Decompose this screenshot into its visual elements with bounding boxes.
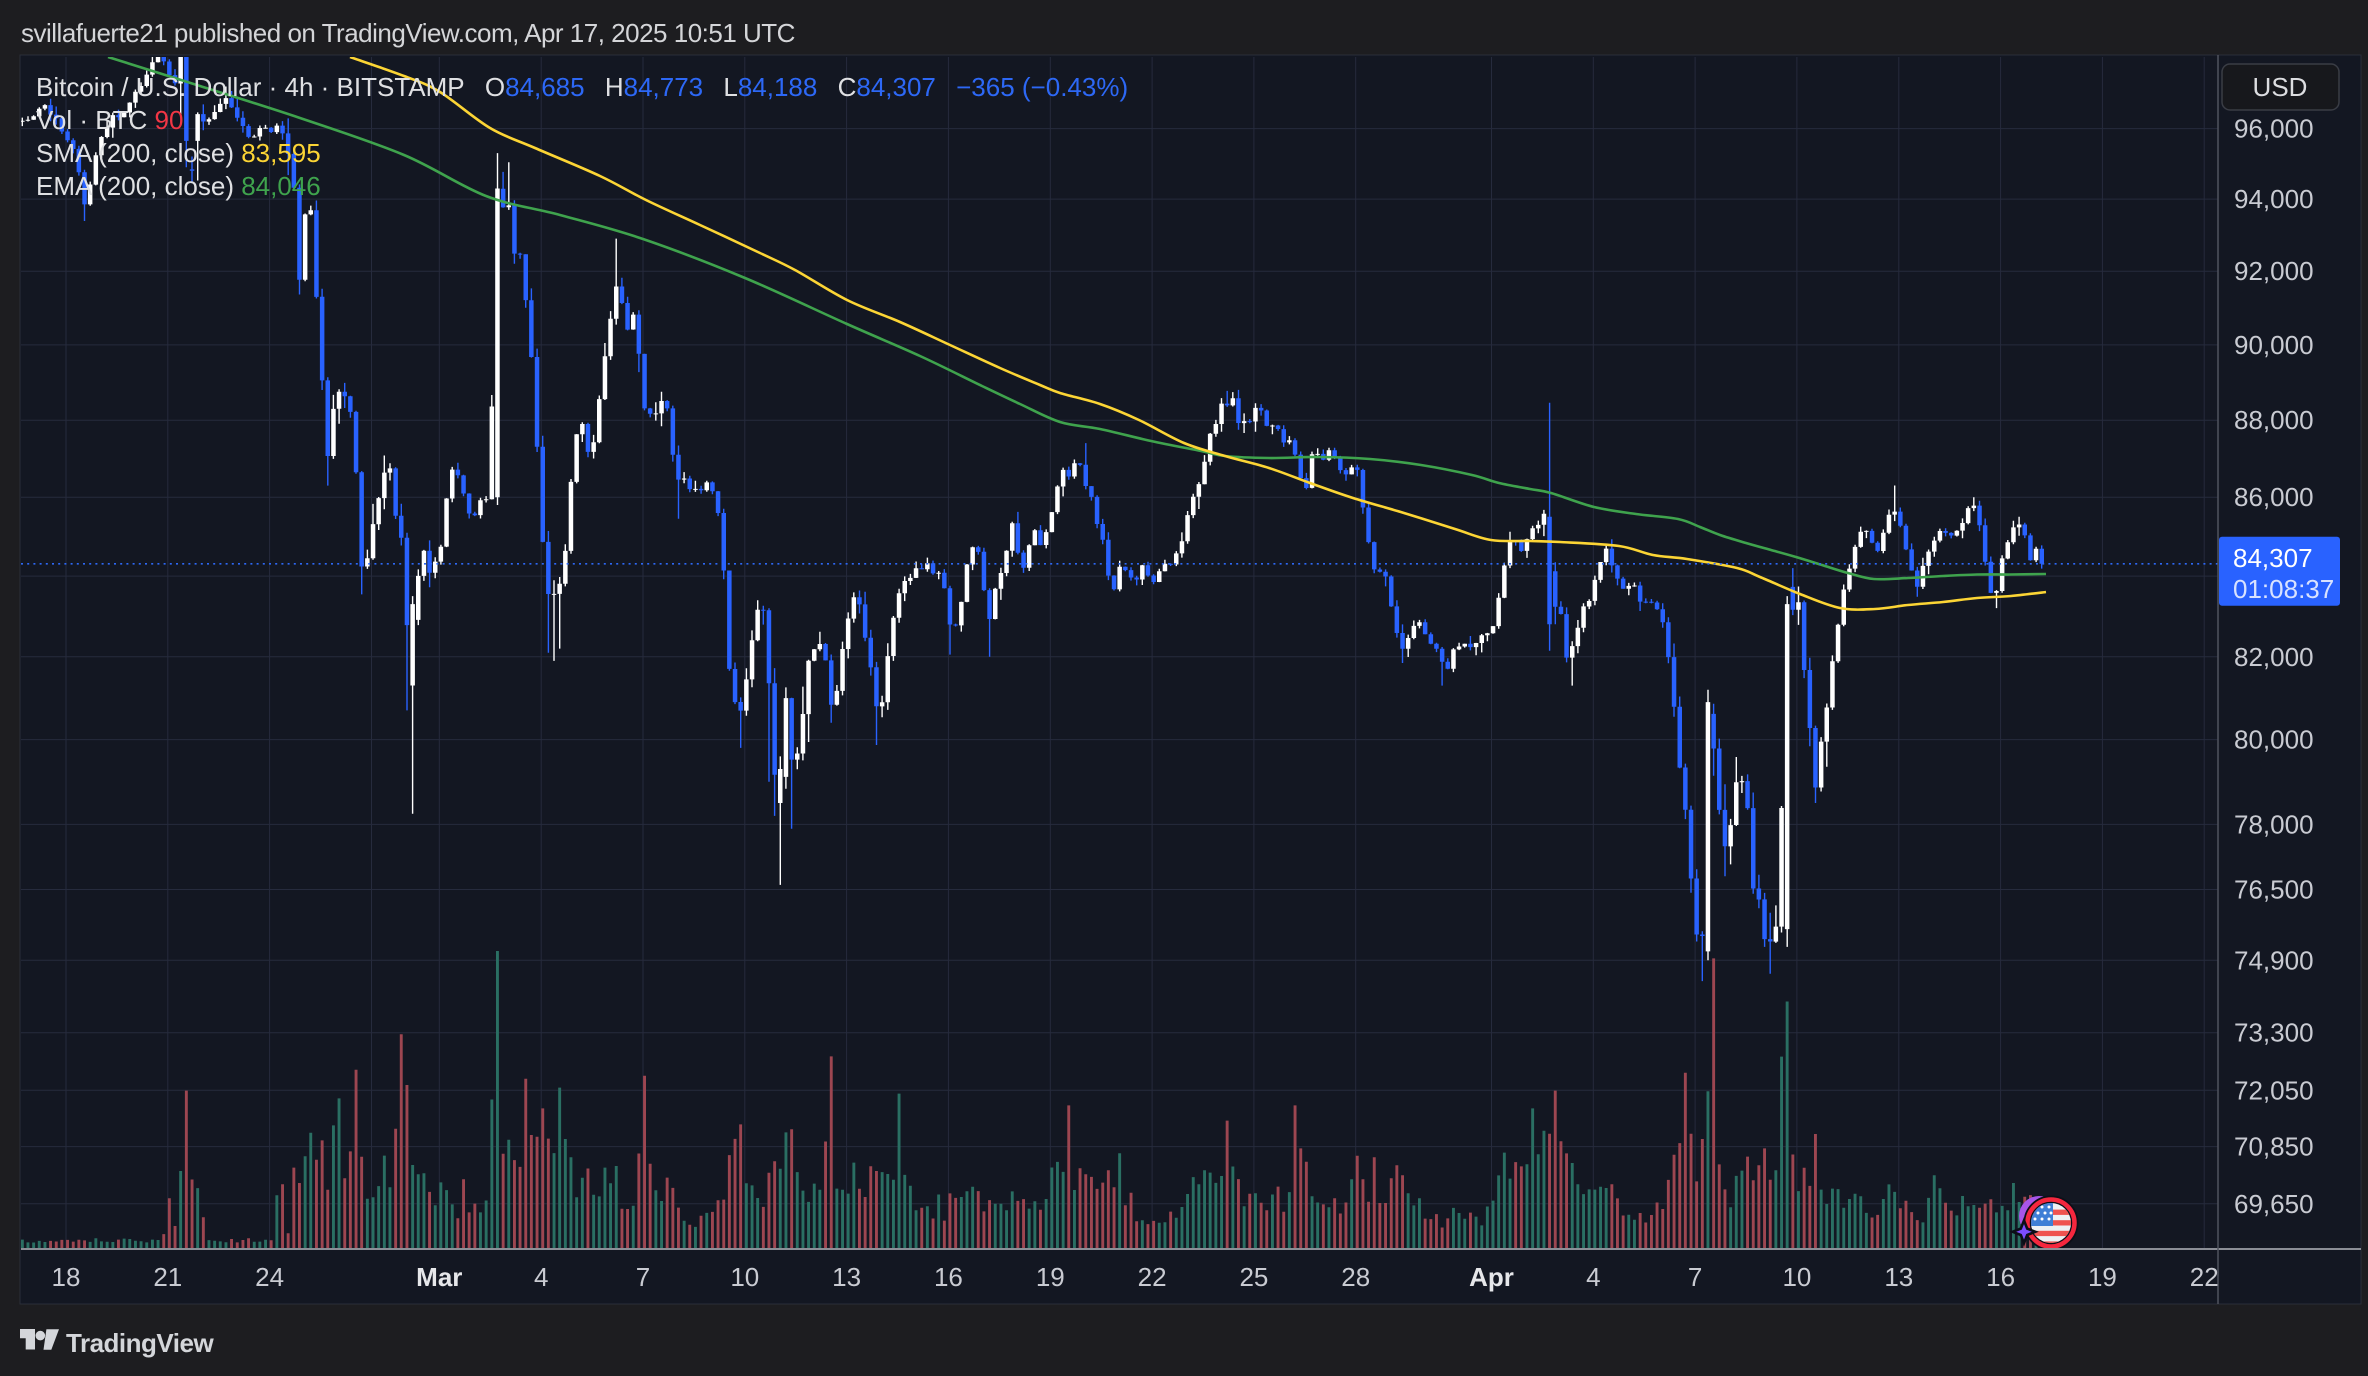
svg-text:Bitcoin / U.S. Dollar · 4h · B: Bitcoin / U.S. Dollar · 4h · BITSTAMP O8…	[36, 72, 1128, 102]
svg-text:18: 18	[52, 1262, 81, 1292]
svg-text:88,000: 88,000	[2234, 405, 2314, 435]
svg-text:Vol · BTC 90: Vol · BTC 90	[36, 105, 183, 135]
svg-text:25: 25	[1239, 1262, 1268, 1292]
svg-text:Mar: Mar	[416, 1262, 462, 1292]
svg-text:10: 10	[730, 1262, 759, 1292]
svg-text:10: 10	[1782, 1262, 1811, 1292]
svg-text:28: 28	[1341, 1262, 1370, 1292]
svg-text:94,000: 94,000	[2234, 184, 2314, 214]
svg-text:svillafuerte21 published on Tr: svillafuerte21 published on TradingView.…	[21, 18, 795, 48]
svg-text:96,000: 96,000	[2234, 114, 2314, 144]
svg-text:4: 4	[1586, 1262, 1600, 1292]
svg-text:USD: USD	[2253, 72, 2308, 102]
svg-text:92,000: 92,000	[2234, 256, 2314, 286]
svg-text:7: 7	[1688, 1262, 1702, 1292]
svg-text:74,900: 74,900	[2234, 945, 2314, 975]
svg-text:76,500: 76,500	[2234, 875, 2314, 905]
svg-text:22: 22	[1138, 1262, 1167, 1292]
svg-text:70,850: 70,850	[2234, 1132, 2314, 1162]
svg-text:73,300: 73,300	[2234, 1018, 2314, 1048]
svg-text:24: 24	[255, 1262, 284, 1292]
svg-text:13: 13	[832, 1262, 861, 1292]
svg-text:7: 7	[636, 1262, 650, 1292]
svg-text:78,000: 78,000	[2234, 809, 2314, 839]
svg-text:TradingView: TradingView	[66, 1328, 214, 1358]
svg-text:SMA (200, close) 83,595: SMA (200, close) 83,595	[36, 138, 321, 168]
svg-text:19: 19	[1036, 1262, 1065, 1292]
svg-text:4: 4	[534, 1262, 548, 1292]
svg-text:21: 21	[153, 1262, 182, 1292]
svg-text:22: 22	[2190, 1262, 2219, 1292]
svg-text:69,650: 69,650	[2234, 1189, 2314, 1219]
svg-text:EMA (200, close) 84,046: EMA (200, close) 84,046	[36, 171, 321, 201]
svg-text:01:08:37: 01:08:37	[2233, 574, 2334, 604]
svg-text:90,000: 90,000	[2234, 330, 2314, 360]
svg-text:72,050: 72,050	[2234, 1075, 2314, 1105]
svg-text:86,000: 86,000	[2234, 482, 2314, 512]
svg-text:80,000: 80,000	[2234, 725, 2314, 755]
svg-text:84,307: 84,307	[2233, 543, 2313, 573]
svg-text:19: 19	[2088, 1262, 2117, 1292]
svg-text:82,000: 82,000	[2234, 642, 2314, 672]
svg-text:16: 16	[1986, 1262, 2015, 1292]
svg-text:16: 16	[934, 1262, 963, 1292]
svg-text:13: 13	[1884, 1262, 1913, 1292]
svg-text:Apr: Apr	[1469, 1262, 1514, 1292]
